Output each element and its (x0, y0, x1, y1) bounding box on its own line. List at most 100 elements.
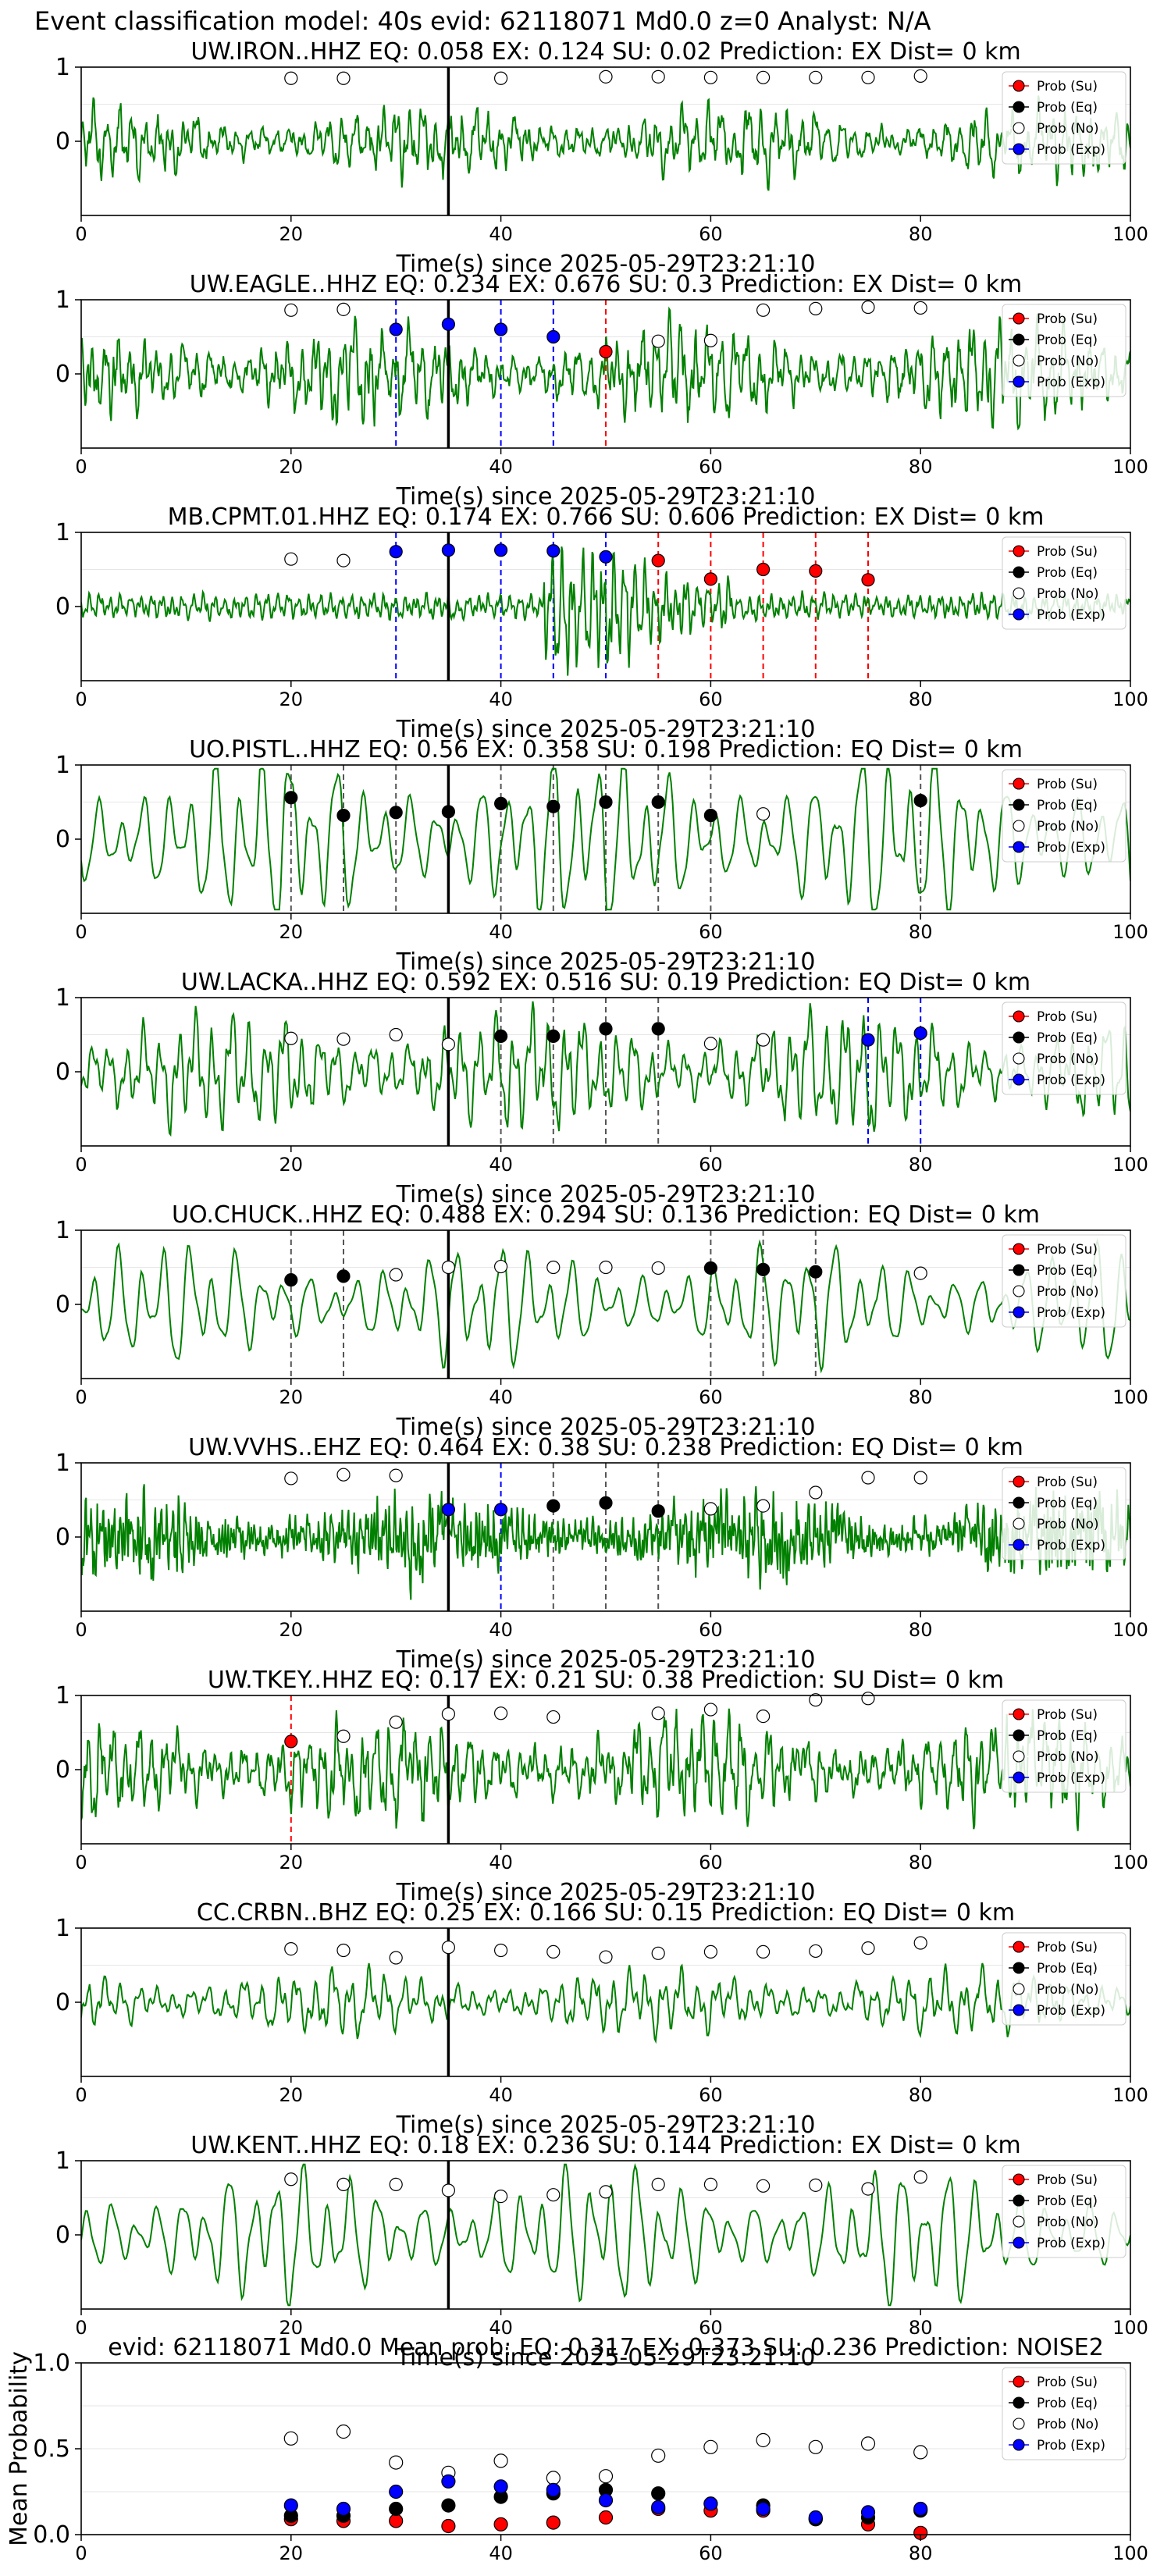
legend-marker-no (1013, 2418, 1025, 2430)
station-panel: UO.CHUCK..HHZ EQ: 0.488 EX: 0.294 SU: 0.… (55, 1201, 1148, 1441)
prob-point-no (389, 1027, 403, 1042)
prob-point-no (493, 2190, 508, 2204)
mean-point-exp (598, 2492, 614, 2508)
legend: Prob (Su) Prob (Eq) Prob (No) Prob (Exp) (1002, 1002, 1127, 1095)
prob-point-no (809, 2178, 823, 2192)
prob-point-eq (809, 1265, 823, 1279)
legend-label: Prob (No) (1037, 354, 1099, 369)
mean-point-exp (651, 2500, 666, 2514)
y-tick-label: 0 (55, 1291, 70, 1318)
legend-marker-exp (1013, 2004, 1025, 2016)
x-tick-label: 80 (909, 1154, 933, 1176)
legend-marker-exp (1013, 2236, 1025, 2249)
prob-point-su (809, 564, 823, 578)
y-tick-label: 1 (55, 752, 70, 779)
station-panel: UW.TKEY..HHZ EQ: 0.17 EX: 0.21 SU: 0.38 … (55, 1667, 1148, 1906)
legend-box (1002, 1234, 1127, 1328)
prob-point-exp (913, 1026, 927, 1041)
panel-title: MB.CPMT.01.HHZ EQ: 0.174 EX: 0.766 SU: 0… (168, 503, 1045, 531)
x-tick-label: 80 (909, 2542, 933, 2564)
mean-point-exp (703, 2496, 718, 2511)
prob-point-exp (389, 545, 403, 559)
prob-point-no (336, 553, 351, 568)
x-tick-label: 20 (279, 921, 304, 943)
prob-point-no (336, 1729, 351, 1743)
legend: Prob (Su) Prob (Eq) Prob (No) Prob (Exp) (1002, 2367, 1127, 2460)
prob-point-eq (493, 1029, 508, 1044)
mean-point-eq (441, 2498, 456, 2513)
mean-point-no (336, 2424, 351, 2439)
prob-point-no (336, 1032, 351, 1046)
x-axis-label: Time(s) since 2025-05-29T23:21:10 (396, 483, 816, 511)
y-tick-label: 0 (55, 128, 70, 155)
prob-point-eq (284, 1273, 298, 1287)
legend-label: Prob (Eq) (1037, 2194, 1098, 2209)
y-tick-label: 1.0 (33, 2350, 70, 2377)
legend-label: Prob (No) (1037, 121, 1099, 137)
legend-label: Prob (Eq) (1037, 798, 1098, 813)
prob-point-no (284, 71, 298, 85)
station-panel: UW.VVHS..EHZ EQ: 0.464 EX: 0.38 SU: 0.23… (55, 1434, 1148, 1674)
axes-frame (80, 1229, 1131, 1379)
legend-label: Prob (Exp) (1037, 1538, 1105, 1553)
legend-marker-no (1013, 1750, 1025, 1763)
station-panel: CC.CRBN..BHZ EQ: 0.25 EX: 0.166 SU: 0.15… (55, 1899, 1148, 2139)
legend-marker-eq (1013, 1962, 1025, 1974)
y-tick-label: 0 (55, 361, 70, 388)
y-tick-label: 0 (55, 1989, 70, 2016)
x-tick-label: 60 (699, 2542, 723, 2564)
legend-marker-su (1013, 1475, 1025, 1488)
waveform-trace (81, 306, 1130, 431)
prob-point-exp (546, 544, 561, 558)
x-tick-label: 40 (489, 1619, 513, 1641)
legend-label: Prob (No) (1037, 2215, 1099, 2230)
prob-point-exp (493, 543, 508, 557)
mean-point-exp (808, 2510, 823, 2525)
legend-label: Prob (Eq) (1037, 1961, 1098, 1976)
x-tick-label: 100 (1112, 688, 1148, 710)
mean-point-no (860, 2436, 876, 2451)
y-tick-label: 1 (55, 519, 70, 546)
panel-title: UW.KENT..HHZ EQ: 0.18 EX: 0.236 SU: 0.14… (190, 2132, 1020, 2159)
x-tick-label: 0 (75, 1852, 87, 1873)
prob-point-exp (599, 550, 613, 564)
legend-label: Prob (Su) (1037, 311, 1098, 327)
prob-point-eq (546, 1029, 561, 1044)
prob-point-no (441, 1037, 456, 1051)
x-tick-label: 80 (909, 1852, 933, 1873)
prob-point-exp (441, 1503, 456, 1517)
station-panel: UW.EAGLE..HHZ EQ: 0.234 EX: 0.676 SU: 0.… (55, 271, 1148, 511)
x-tick-label: 100 (1112, 921, 1148, 943)
prob-point-eq (651, 795, 665, 809)
prob-point-no (703, 333, 718, 347)
panel-title: UW.TKEY..HHZ EQ: 0.17 EX: 0.21 SU: 0.38 … (208, 1667, 1004, 1694)
legend-marker-exp (1013, 1306, 1025, 1318)
mean-point-su (546, 2515, 561, 2530)
y-tick-label: 0 (55, 1059, 70, 1086)
x-tick-label: 60 (699, 456, 723, 478)
mean-point-no (598, 2469, 614, 2484)
x-tick-label: 60 (699, 1852, 723, 1873)
legend-label: Prob (Exp) (1037, 1073, 1105, 1088)
x-axis-label: Time(s) since 2025-05-29T23:21:10 (396, 2344, 816, 2371)
prob-point-no (703, 1944, 718, 1959)
station-panel: UW.KENT..HHZ EQ: 0.18 EX: 0.236 SU: 0.14… (55, 2132, 1148, 2371)
prob-point-no (651, 334, 665, 348)
figure-header: Event classification model: 40s evid: 62… (34, 6, 931, 36)
legend-marker-su (1013, 2173, 1025, 2186)
prob-point-eq (336, 1269, 351, 1283)
waveform-trace (81, 546, 1130, 676)
prob-point-no (389, 2177, 403, 2191)
legend-label: Prob (Exp) (1037, 1305, 1105, 1321)
prob-point-no (651, 1946, 665, 1960)
legend: Prob (Su) Prob (Eq) Prob (No) Prob (Exp) (1002, 769, 1127, 863)
legend-marker-su (1013, 545, 1025, 557)
x-tick-label: 40 (489, 223, 513, 245)
mean-point-su (598, 2510, 614, 2525)
prob-point-eq (756, 1262, 771, 1276)
mean-point-no (283, 2431, 298, 2446)
legend-marker-eq (1013, 1264, 1025, 1276)
legend-marker-exp (1013, 2439, 1025, 2451)
prob-point-eq (389, 806, 403, 820)
